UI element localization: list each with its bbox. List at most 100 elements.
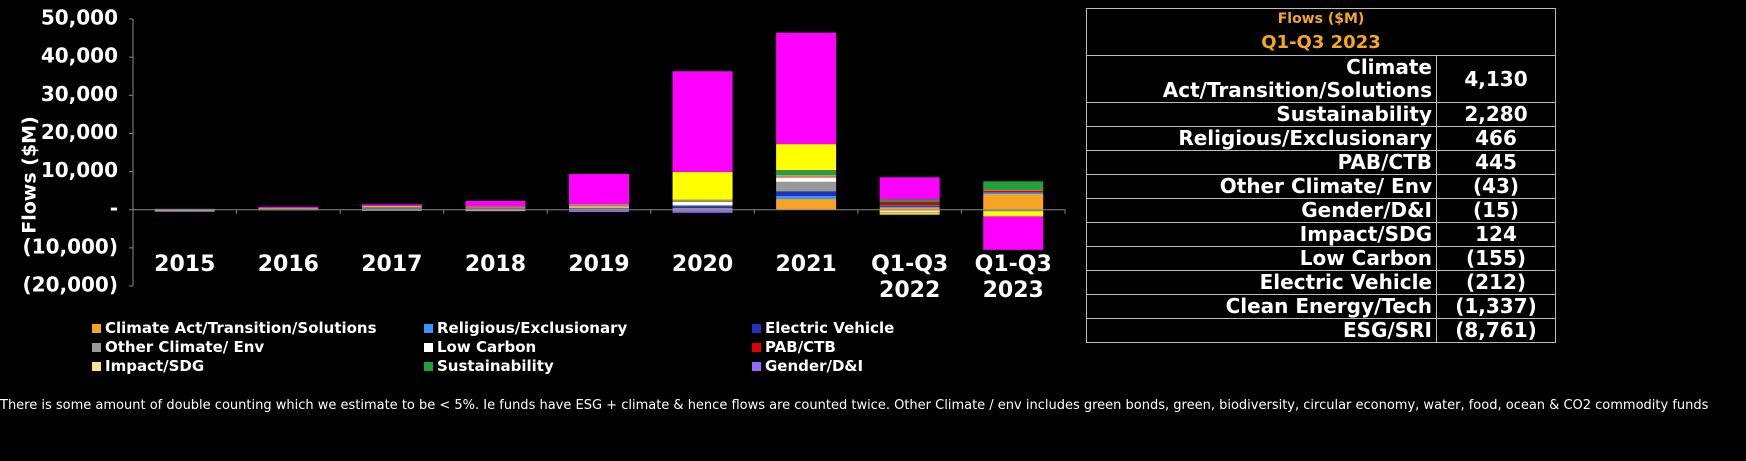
- bar-segment: [154, 210, 215, 212]
- bar-segment: [879, 205, 940, 207]
- y-axis-label: Flows ($M): [19, 116, 41, 234]
- chart: Flows ($M) (20,000) (10,000) - 10,000 20,000…: [19, 6, 1066, 297]
- bar-segment: [983, 216, 1044, 250]
- bar-segment: [569, 204, 629, 206]
- x-tick-label: 2018: [464, 252, 527, 277]
- table-row: Clean Energy/Tech (1,337): [1086, 294, 1556, 319]
- bar-segment: [672, 200, 733, 202]
- bar-segment: [879, 177, 940, 200]
- bar-segment: [672, 209, 733, 213]
- bar-segment: [776, 195, 837, 200]
- row-label: Low Carbon: [1086, 246, 1437, 271]
- table-row: Impact/SDG 124: [1086, 222, 1556, 247]
- legend-item: Religious/Exclusionary: [424, 319, 627, 337]
- legend-item: Gender/D&I: [752, 357, 863, 375]
- bar-segment: [776, 177, 837, 182]
- table-row: Religious/Exclusionary 466: [1086, 126, 1556, 151]
- bar-segment: [983, 211, 1044, 217]
- legend-item: Electric Vehicle: [752, 319, 894, 337]
- bar-segment: [879, 213, 940, 215]
- bar-segment: [776, 199, 837, 210]
- legend-swatch: [752, 324, 761, 333]
- bar-segment: [672, 205, 733, 207]
- bar-segment: [672, 171, 733, 200]
- bar-segment: [465, 209, 526, 211]
- bar-segment: [879, 206, 940, 208]
- bar-segment: [569, 205, 629, 207]
- bar-segment: [983, 192, 1044, 194]
- table-row: Electric Vehicle (212): [1086, 270, 1556, 295]
- y-tick-label: (10,000): [23, 234, 118, 258]
- bar-segment: [569, 209, 629, 211]
- bar-segment: [983, 210, 1044, 212]
- legend-label: Gender/D&I: [765, 357, 864, 375]
- bar-segment: [465, 200, 526, 207]
- legend-label: Other Climate/ Env: [105, 338, 265, 356]
- table-row: Other Climate/ Env (43): [1086, 174, 1556, 199]
- bar-segment: [569, 207, 629, 209]
- row-label: Clean Energy/Tech: [1086, 294, 1437, 319]
- bar-segment: [361, 207, 422, 209]
- row-value: (155): [1436, 246, 1556, 271]
- flows-table: Flows ($M) Q1-Q3 2023 Climate Act/Transi…: [1086, 8, 1556, 343]
- x-tick-label: 2017: [361, 252, 423, 277]
- table-subtitle: Q1-Q3 2023: [1086, 29, 1556, 56]
- bar-segment: [776, 191, 837, 196]
- bar-segment: [983, 193, 1044, 210]
- bar-segment: [983, 181, 1044, 191]
- bar-segment: [258, 206, 319, 208]
- row-value: 2,280: [1436, 102, 1556, 127]
- row-label: PAB/CTB: [1086, 150, 1437, 175]
- row-value: 445: [1436, 150, 1556, 175]
- x-tick-label: Q1-Q3 2022: [871, 252, 949, 303]
- bar-segment: [776, 144, 837, 171]
- y-tick-label: (20,000): [23, 273, 118, 297]
- legend-swatch: [92, 324, 101, 333]
- legend-item: Low Carbon: [424, 338, 536, 356]
- x-tick-label: 2019: [568, 252, 630, 277]
- legend-swatch: [752, 362, 761, 371]
- y-tick-label: 50,000: [41, 6, 118, 30]
- y-tick-label: -: [110, 196, 118, 220]
- x-tick-label: 2015: [154, 252, 216, 277]
- legend-item: Sustainability: [424, 357, 554, 375]
- bar-segment: [569, 210, 629, 213]
- bar-segment: [776, 32, 837, 145]
- bar-segment: [569, 208, 629, 210]
- legend-swatch: [424, 343, 433, 352]
- y-tick-label: 30,000: [41, 82, 118, 106]
- row-value: (212): [1436, 270, 1556, 295]
- legend-label: Climate Act/Transition/Solutions: [105, 319, 377, 337]
- legend-swatch: [424, 362, 433, 371]
- table-row: Low Carbon (155): [1086, 246, 1556, 271]
- row-label: ESG/SRI: [1086, 318, 1437, 343]
- x-tick-label: 2020: [671, 252, 734, 277]
- table-row: PAB/CTB 445: [1086, 150, 1556, 175]
- bar-segment: [879, 207, 940, 210]
- row-value: 124: [1436, 222, 1556, 247]
- legend-swatch: [92, 343, 101, 352]
- row-value: 4,130: [1436, 55, 1556, 103]
- x-tick-label: 2016: [257, 252, 319, 277]
- bar-segment: [776, 175, 837, 177]
- bar-segment: [672, 207, 733, 209]
- legend-label: Sustainability: [437, 357, 554, 375]
- legend-label: Electric Vehicle: [765, 319, 895, 337]
- bar-segment: [879, 204, 940, 206]
- legend-item: Other Climate/ Env: [92, 338, 264, 356]
- legend-label: Low Carbon: [437, 338, 537, 356]
- row-value: (15): [1436, 198, 1556, 223]
- legend-item: PAB/CTB: [752, 338, 836, 356]
- bar-segment: [672, 71, 733, 172]
- table-row: Gender/D&I (15): [1086, 198, 1556, 223]
- legend-item: Climate Act/Transition/Solutions: [92, 319, 377, 337]
- bar-segment: [879, 210, 940, 213]
- bar-segment: [672, 201, 733, 206]
- row-value: (43): [1436, 174, 1556, 199]
- row-label: Electric Vehicle: [1086, 270, 1437, 295]
- table-row: ESG/SRI (8,761): [1086, 318, 1556, 343]
- footnote: There is some amount of double counting …: [0, 398, 1709, 413]
- legend-swatch: [752, 343, 761, 352]
- table-title: Flows ($M): [1086, 8, 1556, 29]
- row-value: (1,337): [1436, 294, 1556, 319]
